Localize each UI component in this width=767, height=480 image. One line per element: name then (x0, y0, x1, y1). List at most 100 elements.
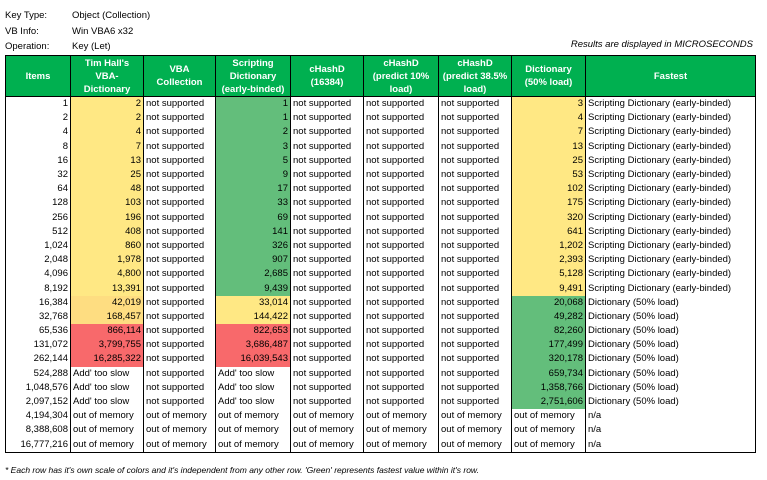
table-cell: 1 (5, 96, 71, 112)
table-cell: out of memory (363, 423, 439, 438)
table-cell: not supported (143, 380, 216, 395)
table-row: 1 2 not supported 1 not supported not support… (5, 96, 756, 112)
table-row: 4,194,304 out of memory out of memory out o… (5, 409, 756, 424)
table-cell: Dictionary (50% load) (585, 309, 756, 324)
table-cell: out of memory (438, 437, 512, 453)
table-cell: out of memory (511, 423, 586, 438)
table-cell: Dictionary (50% load) (585, 324, 756, 339)
table-cell: not supported (438, 153, 512, 168)
table-cell: 256 (5, 210, 71, 225)
table-cell: not supported (290, 295, 364, 310)
table-cell: not supported (438, 380, 512, 395)
table-row: 8,192 13,391 not supported 9,439 not support… (5, 281, 756, 296)
table-cell: not supported (143, 96, 216, 112)
table-cell: 2 (215, 125, 291, 140)
table-cell: out of memory (363, 437, 439, 453)
table-cell: 2,751,606 (511, 394, 586, 410)
table-cell: not supported (438, 295, 512, 310)
column-header: cHashD (16384) (290, 55, 364, 97)
table-cell: Add' too slow (215, 394, 291, 410)
table-row: 524,288 Add' too slow not supported Add' to… (5, 366, 756, 381)
table-cell: 4 (511, 111, 586, 126)
table-cell: not supported (363, 210, 439, 225)
table-cell: not supported (363, 281, 439, 296)
table-row: 1,048,576 Add' too slow not supported Add' … (5, 380, 756, 395)
table-row: 16,384 42,019 not supported 33,014 not suppo… (5, 295, 756, 310)
table-cell: not supported (143, 253, 216, 268)
info-line: Operation: Key (Let) (5, 39, 150, 55)
table-cell: 9,491 (511, 281, 586, 296)
table-cell: 2,048 (5, 253, 71, 268)
table-cell: 641 (511, 224, 586, 239)
table-row: 64 48 not supported 17 not supported not supp… (5, 182, 756, 197)
info-line: VB Info: Win VBA6 x32 (5, 24, 150, 40)
table-cell: out of memory (438, 409, 512, 424)
table-cell: Dictionary (50% load) (585, 295, 756, 310)
table-row: 8 7 not supported 3 not supported not support… (5, 139, 756, 154)
table-cell: 2,685 (215, 267, 291, 282)
table-cell: not supported (438, 224, 512, 239)
table-cell: Scripting Dictionary (early-binded) (585, 196, 756, 211)
table-cell: 1 (215, 111, 291, 126)
table-cell: not supported (290, 182, 364, 197)
table-cell: 16 (5, 153, 71, 168)
table-cell: out of memory (143, 423, 216, 438)
info-value: Object (Collection) (72, 10, 151, 21)
table-cell: 16,384 (5, 295, 71, 310)
table-cell: not supported (290, 224, 364, 239)
table-cell: not supported (290, 309, 364, 324)
table-cell: 8,388,608 (5, 423, 71, 438)
table-cell: not supported (438, 352, 512, 367)
table-cell: not supported (438, 267, 512, 282)
table-cell: 2 (70, 111, 144, 126)
table-cell: Scripting Dictionary (early-binded) (585, 238, 756, 254)
table-cell: not supported (143, 366, 216, 381)
table-cell: 25 (70, 167, 144, 183)
table-cell: not supported (143, 281, 216, 296)
table-cell: 69 (215, 210, 291, 225)
info-label: Key Type: (5, 10, 48, 21)
table-cell: 33,014 (215, 295, 291, 310)
table-cell: 16,285,322 (70, 352, 144, 367)
table-cell: not supported (290, 196, 364, 211)
column-header: Scripting Dictionary (early-binded) (215, 55, 291, 97)
table-cell: out of memory (363, 409, 439, 424)
column-header: Fastest (585, 55, 756, 97)
table-row: 4,096 4,800 not supported 2,685 not supporte… (5, 267, 756, 282)
table-cell: Scripting Dictionary (early-binded) (585, 111, 756, 126)
table-cell: Scripting Dictionary (early-binded) (585, 224, 756, 239)
table-cell: 3 (511, 96, 586, 112)
table-cell: not supported (438, 324, 512, 339)
table-cell: Scripting Dictionary (early-binded) (585, 125, 756, 140)
table-cell: 17 (215, 182, 291, 197)
table-cell: not supported (438, 281, 512, 296)
table-row: 65,536 866,114 not supported 822,653 not sup… (5, 324, 756, 339)
column-header: cHashD (predict 38.5% load) (438, 55, 512, 97)
table-cell: 53 (511, 167, 586, 183)
table-cell: 48 (70, 182, 144, 197)
table-cell: not supported (143, 210, 216, 225)
table-cell: Add' too slow (70, 394, 144, 410)
table-row: 2,097,152 Add' too slow not supported Add' … (5, 394, 756, 410)
table-cell: not supported (290, 125, 364, 140)
table-cell: 102 (511, 182, 586, 197)
table-cell: 32,768 (5, 309, 71, 324)
info-line: Key Type: Object (Collection) (5, 8, 150, 24)
table-cell: not supported (290, 111, 364, 126)
table-cell: not supported (363, 295, 439, 310)
table-cell: out of memory (143, 409, 216, 424)
table-cell: 1,024 (5, 238, 71, 254)
table-cell: out of memory (511, 409, 586, 424)
table-cell: not supported (290, 167, 364, 183)
table-cell: not supported (290, 253, 364, 268)
table-cell: 175 (511, 196, 586, 211)
table-cell: 141 (215, 224, 291, 239)
table-cell: not supported (143, 182, 216, 197)
table-cell: not supported (290, 380, 364, 395)
table-cell: 866,114 (70, 324, 144, 339)
table-cell: 5,128 (511, 267, 586, 282)
table-cell: not supported (363, 380, 439, 395)
table-cell: not supported (143, 352, 216, 367)
table-cell: out of memory (511, 437, 586, 453)
table-cell: not supported (290, 238, 364, 254)
